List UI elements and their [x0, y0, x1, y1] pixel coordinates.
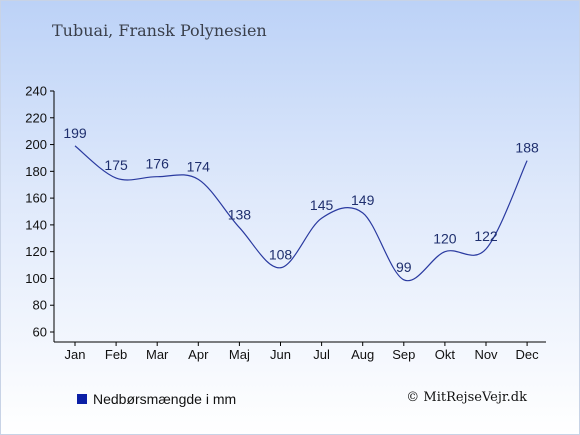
series-line-precipitation [74, 145, 528, 282]
chart-title: Tubuai, Fransk Polynesien [52, 21, 267, 40]
x-tick-label: Okt [435, 347, 456, 362]
data-label: 138 [228, 207, 252, 223]
y-tick-label: 200 [25, 137, 47, 152]
x-tick-label: Nov [474, 347, 498, 362]
data-label: 199 [63, 125, 87, 141]
chart-axes [53, 91, 546, 343]
y-tick-label: 60 [33, 325, 47, 340]
data-labels: 199 175 176 174 138 108 145 149 99 120 122 188 [63, 125, 539, 275]
y-tick-label: 140 [25, 217, 47, 232]
data-label: 174 [187, 158, 211, 174]
x-tick-label: Aug [351, 347, 374, 362]
data-label: 149 [351, 192, 375, 208]
data-label: 99 [396, 259, 412, 275]
y-tick-label: 220 [25, 110, 47, 125]
data-label: 145 [310, 197, 334, 213]
data-label: 122 [474, 228, 498, 244]
credit-text: © MitRejseVejr.dk [406, 390, 527, 405]
data-label: 176 [146, 156, 170, 172]
legend: Nedbørsmængde i mm [77, 391, 236, 407]
y-tick-label: 80 [33, 298, 47, 313]
y-tick-label: 120 [25, 244, 47, 259]
x-tick-label: Sep [392, 347, 415, 362]
data-label: 108 [269, 247, 293, 263]
x-tick-label: Dec [516, 347, 540, 362]
data-label: 175 [104, 157, 128, 173]
y-axis-ticks: 60 80 100 120 140 160 180 200 220 240 [25, 84, 54, 340]
x-tick-label: Apr [188, 347, 209, 362]
x-tick-label: Jun [270, 347, 291, 362]
x-tick-label: Maj [229, 347, 250, 362]
x-tick-label: Jul [313, 347, 330, 362]
x-tick-label: Mar [146, 347, 169, 362]
data-label: 188 [515, 140, 539, 156]
series-layer [74, 145, 528, 282]
y-tick-label: 160 [25, 191, 47, 206]
y-tick-label: 240 [25, 84, 47, 99]
data-label: 120 [433, 231, 457, 247]
x-axis-ticks: Jan Feb Mar Apr Maj Jun Jul Aug Sep Okt Nov Dec [65, 342, 540, 362]
x-tick-label: Feb [105, 347, 127, 362]
y-tick-label: 100 [25, 271, 47, 286]
x-tick-label: Jan [65, 347, 86, 362]
legend-swatch [77, 394, 87, 404]
legend-label: Nedbørsmængde i mm [93, 391, 237, 407]
y-tick-label: 180 [25, 164, 47, 179]
